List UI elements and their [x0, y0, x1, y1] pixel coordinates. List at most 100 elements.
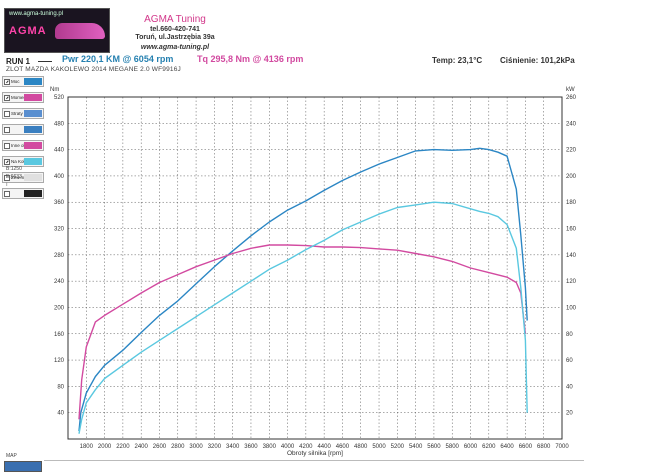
legend-color-swatch	[24, 174, 42, 181]
x-tick-label: 5600	[427, 444, 441, 450]
x-tick-label: 1800	[80, 444, 94, 450]
company-name: AGMA Tuning	[144, 14, 206, 25]
legend-label: Zew.moc obr	[11, 175, 37, 180]
x-tick-label: 5000	[372, 444, 386, 450]
y-left-tick-label: 40	[57, 411, 64, 417]
y-right-tick-label: 240	[566, 121, 577, 127]
map-label: MAP	[6, 453, 17, 459]
x-tick-label: 4400	[317, 444, 331, 450]
run-label: RUN 1	[6, 57, 31, 66]
y-right-tick-label: 40	[566, 384, 573, 390]
x-tick-label: 6000	[464, 444, 478, 450]
y-right-tick-label: 180	[566, 200, 577, 206]
agma-logo: www.agma-tuning.pl AGMA	[4, 8, 110, 53]
x-tick-label: 6600	[519, 444, 533, 450]
axis-ticks: 1800 2000 2200 2400 2600 2800 3000 3200 3400 3600…	[54, 95, 577, 450]
legend-label: Moment obr	[11, 95, 36, 100]
logo-url-text: www.agma-tuning.pl	[9, 11, 64, 17]
torque-readout: Tq 295,8 Nm @ 4136 rpm	[197, 54, 304, 64]
y-left-tick-label: 80	[57, 384, 64, 390]
y-left-tick-label: 120	[54, 358, 65, 364]
series-line-moment-obr	[78, 244, 527, 420]
x-tick-label: 4000	[281, 444, 295, 450]
legend-item[interactable]: Zew.moc obr	[2, 172, 44, 183]
legend-checkbox[interactable]	[4, 127, 10, 133]
x-axis-label: Obroty silnika [rpm]	[287, 450, 343, 457]
legend-note-begin: B:1250	[6, 166, 22, 172]
legend-color-swatch	[24, 94, 42, 101]
y-right-tick-label: 80	[566, 332, 573, 338]
pressure-readout: Ciśnienie: 101,2kPa	[500, 56, 575, 65]
legend-checkbox[interactable]	[4, 79, 10, 85]
x-tick-label: 3200	[208, 444, 222, 450]
y-left-tick-label: 160	[54, 332, 65, 338]
series-line-na-ko-ach	[78, 201, 528, 434]
y-right-tick-label: 260	[566, 95, 577, 101]
series-line-moc	[78, 147, 528, 432]
company-address: Toruń, ul.Jastrzębia 39a	[135, 34, 215, 41]
y-left-tick-label: 240	[54, 279, 65, 285]
legend-checkbox[interactable]	[4, 175, 10, 181]
x-tick-label: 5400	[409, 444, 423, 450]
legend-panel: Moc Moment obr Straty Inne obr Na Kołach Zew.…	[2, 76, 44, 204]
x-tick-label: 2400	[135, 444, 149, 450]
y-left-tick-label: 360	[54, 200, 65, 206]
right-axis-unit: kW	[566, 87, 575, 93]
temperature-readout: Temp: 23,1°C	[432, 56, 483, 65]
legend-label: Straty	[11, 111, 23, 116]
legend-color-swatch	[24, 78, 42, 85]
x-tick-label: 6400	[500, 444, 514, 450]
legend-checkbox[interactable]	[4, 95, 10, 101]
x-tick-label: 6800	[537, 444, 551, 450]
y-right-tick-label: 140	[566, 253, 577, 259]
legend-checkbox[interactable]	[4, 143, 10, 149]
legend-item[interactable]	[2, 188, 44, 199]
x-tick-label: 2600	[153, 444, 167, 450]
x-tick-label: 4200	[299, 444, 313, 450]
x-tick-label: 3400	[226, 444, 240, 450]
x-tick-label: 4800	[354, 444, 368, 450]
legend-item[interactable]: Straty	[2, 108, 44, 119]
x-tick-label: 2000	[98, 444, 112, 450]
legend-color-swatch	[24, 126, 42, 133]
legend-checkbox[interactable]	[4, 159, 10, 165]
legend-item[interactable]: Moc	[2, 76, 44, 87]
left-axis-unit: Nm	[50, 87, 59, 93]
legend-item[interactable]: Inne obr	[2, 140, 44, 151]
y-right-tick-label: 220	[566, 148, 577, 154]
y-right-tick-label: 200	[566, 174, 577, 180]
legend-item[interactable]: Moment obr	[2, 92, 44, 103]
y-right-tick-label: 20	[566, 411, 573, 417]
x-tick-label: 3600	[244, 444, 258, 450]
x-tick-label: 3000	[189, 444, 203, 450]
legend-item[interactable]: Na Kołach	[2, 156, 44, 167]
legend-item[interactable]	[2, 124, 44, 135]
legend-color-swatch	[24, 158, 42, 165]
bottom-strip	[44, 460, 584, 473]
y-left-tick-label: 200	[54, 305, 65, 311]
legend-color-swatch	[24, 142, 42, 149]
company-website: www.agma-tuning.pl	[140, 44, 210, 51]
legend-note-mark: ı	[6, 182, 8, 188]
x-tick-label: 5200	[391, 444, 405, 450]
y-left-tick-label: 480	[54, 121, 65, 127]
legend-checkbox[interactable]	[4, 191, 10, 197]
x-tick-label: 2800	[171, 444, 185, 450]
chart-grid	[68, 97, 562, 439]
legend-label: Na Kołach	[11, 159, 32, 164]
legend-checkbox[interactable]	[4, 111, 10, 117]
y-right-tick-label: 160	[566, 227, 577, 233]
y-right-tick-label: 60	[566, 358, 573, 364]
y-left-tick-label: 440	[54, 148, 65, 154]
map-toggle[interactable]	[4, 461, 42, 472]
car-icon	[55, 23, 105, 39]
power-readout: Pwr 220,1 KM @ 6054 rpm	[62, 54, 174, 64]
x-tick-label: 4600	[336, 444, 350, 450]
legend-color-swatch	[24, 190, 42, 197]
x-tick-label: 5800	[446, 444, 460, 450]
x-tick-label: 6200	[482, 444, 496, 450]
y-left-tick-label: 520	[54, 95, 65, 101]
series-lines	[78, 147, 528, 434]
legend-label: Moc	[11, 79, 20, 84]
y-right-tick-label: 100	[566, 305, 577, 311]
